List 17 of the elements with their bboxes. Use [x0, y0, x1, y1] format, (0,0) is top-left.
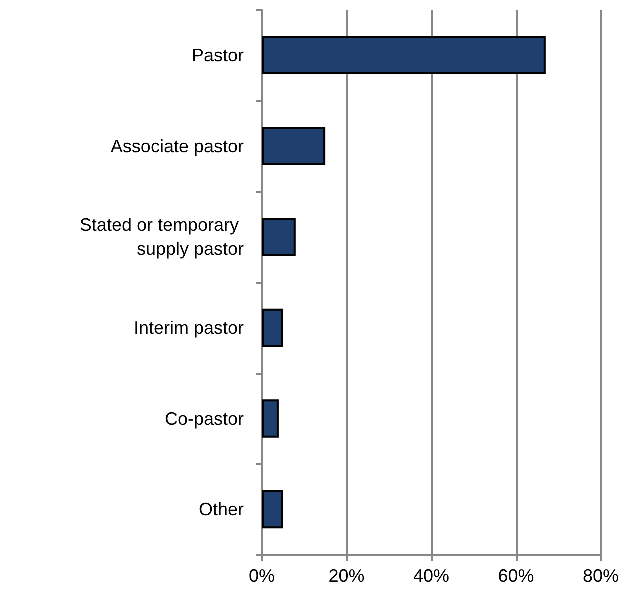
bar [262, 400, 279, 438]
y-tick-label: Other [198, 500, 244, 520]
bar [262, 490, 284, 529]
y-tick-label: Pastor [192, 45, 244, 66]
bar [262, 308, 284, 347]
y-tick-label: Interim pastor [134, 318, 244, 338]
bar [262, 218, 296, 256]
bar [262, 127, 326, 166]
y-tick-label: Stated or temporary supply pastor [80, 215, 244, 260]
y-tick-label: Co-pastor [164, 408, 244, 429]
x-tick-label: 80% [582, 566, 620, 586]
y-tick-label: Associate pastor [110, 136, 244, 156]
x-tick-label: 0% [248, 566, 276, 586]
x-tick-label: 20% [328, 566, 365, 586]
bar [262, 36, 546, 74]
x-tick-label: 60% [498, 566, 534, 586]
x-tick-label: 40% [413, 566, 450, 586]
